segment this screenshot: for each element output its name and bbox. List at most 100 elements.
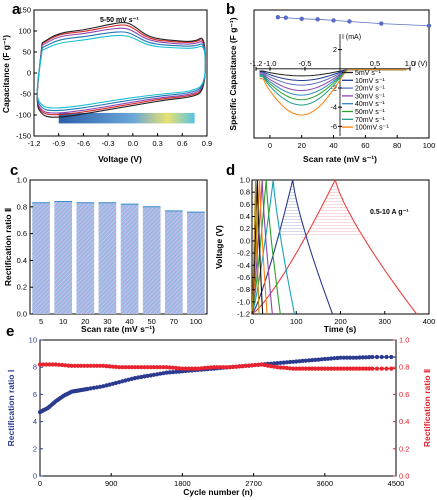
panel-e-data-point xyxy=(278,365,283,370)
panel-c-y-ticks: 0.0 0.2 0.4 0.6 0.8 1.0 xyxy=(17,176,33,319)
panel-e-data-point xyxy=(136,365,141,370)
panel-c-bar xyxy=(164,210,183,314)
panel-c-y-tick-label: 0.2 xyxy=(17,283,27,292)
panel-b-legend-label: 40mV s⁻¹ xyxy=(355,101,385,108)
panel-b-inset-x-tick-label: -1.0 xyxy=(264,59,277,68)
panel-d-gcd-curve xyxy=(251,179,273,315)
panel-e-right-y-tick-label: 0.8 xyxy=(399,363,409,372)
panel-e-data-point xyxy=(341,366,346,371)
panel-c-x-tick-label: 10 xyxy=(59,317,67,326)
panel-d-x-tick-label: 0 xyxy=(250,317,254,326)
panel-e-data-point xyxy=(211,365,217,370)
panel-a-x-tick-label: 0.0 xyxy=(128,139,138,148)
panel-e-x-tick-label: 2700 xyxy=(245,479,262,488)
panel-e-data-point xyxy=(297,359,302,364)
panel-e-data-point xyxy=(98,363,103,368)
panel-e-data-point xyxy=(37,362,43,367)
panel-e-data-point xyxy=(319,366,324,371)
panel-e-data-point xyxy=(363,355,368,360)
panel-a-x-tick-label: -0.3 xyxy=(102,139,115,148)
panel-e-data-point xyxy=(322,366,327,371)
panel-e-data-point xyxy=(158,365,163,370)
panel-b-legend-label: 20mV s⁻¹ xyxy=(355,86,385,93)
panel-e-data-point xyxy=(177,366,182,371)
panel-e-data-point xyxy=(338,355,343,360)
panel-e-data-point xyxy=(325,366,331,371)
panel-e-data-point xyxy=(329,366,334,371)
panel-e-right-y-tick-label: 0.2 xyxy=(399,444,409,453)
panel-e-data-point xyxy=(354,355,359,360)
panel-e-left-y-tick-label: 8 xyxy=(33,363,37,372)
panel-e-data-point xyxy=(123,378,128,383)
panel-e-data-point xyxy=(69,363,74,368)
panel-b-legend-label: 10mV s⁻¹ xyxy=(355,78,385,85)
panel-c-y-tick-label: 1.0 xyxy=(17,176,27,185)
panel-e-left-y-tick-label: 6 xyxy=(33,390,37,399)
panel-e-data-point xyxy=(167,370,172,375)
panel-e-data-point xyxy=(287,366,293,371)
panel-a-x-tick-label: 0.3 xyxy=(152,139,162,148)
panel-c-frame xyxy=(29,179,208,315)
panel-e-data-point xyxy=(287,359,293,365)
panel-label-d: d xyxy=(226,162,235,179)
panel-e-data-point xyxy=(158,371,163,376)
panel-d-y-tick-label: 0.4 xyxy=(240,212,250,221)
panel-d-y-tick-label: 1.0 xyxy=(240,176,250,185)
panel-e-data-point xyxy=(363,366,368,371)
panel-d-y-tick-label: -1.0 xyxy=(237,297,250,306)
panel-c-bar xyxy=(120,204,139,314)
panel-e-data-point xyxy=(379,366,384,371)
panel-d-y-tick-label: -0.4 xyxy=(237,261,250,270)
panel-e-data-point xyxy=(370,366,375,371)
panel-d-y-ticks: -1.2 -1.0 -0.8 -0.6 -0.4 -0.2 0.0 0.2 0.4 0.6 0.8 1… xyxy=(237,176,255,319)
panel-e-data-point xyxy=(344,355,350,360)
panel-e-data-point xyxy=(208,365,213,370)
panel-e-data-point xyxy=(268,364,274,369)
panel-e-data-point xyxy=(117,365,122,370)
panel-e-data-point xyxy=(306,366,312,371)
panel-c-y-tick-label: 0.6 xyxy=(17,229,27,238)
panel-a: -1.2 -0.9 -0.6 -0.3 0.0 0.3 0.6 0.9 -150 -100 -50… xyxy=(1,6,212,165)
panel-b-inset-x-tick-label: -1.2 xyxy=(250,59,263,68)
panel-d-y-tick-label: 0.0 xyxy=(240,236,250,245)
panel-b-data-point xyxy=(379,21,384,26)
panel-a-colorbar xyxy=(58,112,195,124)
panel-e-x-tick-label: 900 xyxy=(105,479,118,488)
panel-e-data-point xyxy=(227,365,232,370)
panel-c-y-tick-label: 0.0 xyxy=(17,310,27,319)
panel-b-inset-y-tick-label: -4 xyxy=(330,103,337,112)
panel-b-data-point xyxy=(315,17,320,22)
panel-e-data-point xyxy=(316,357,321,362)
panel-e-data-point xyxy=(183,366,188,371)
panel-e-data-point xyxy=(63,363,68,368)
panel-d-gcd-curve xyxy=(251,179,334,315)
panel-a-x-tick-label: -0.6 xyxy=(77,139,90,148)
panel-e-data-point xyxy=(281,365,286,370)
panel-e-data-point xyxy=(117,380,122,385)
panel-d-x-tick-label: 100 xyxy=(290,317,303,326)
panel-e-data-point xyxy=(170,365,175,370)
panel-e-data-point xyxy=(300,358,305,363)
panel-e-data-point xyxy=(205,365,210,370)
panel-b-x-ticks: 0 20 40 60 80 100 xyxy=(268,135,435,150)
panel-e-data-point xyxy=(344,366,350,371)
panel-b-data-point xyxy=(283,15,289,20)
panel-e-data-point xyxy=(167,365,172,370)
panel-d-gcd-curve xyxy=(251,179,260,315)
panel-e-data-point xyxy=(354,366,359,371)
panel-e-data-point xyxy=(177,369,182,374)
panel-e-data-point xyxy=(164,370,169,375)
panel-d-y-tick-label: 0.2 xyxy=(240,224,250,233)
panel-label-b: b xyxy=(226,1,235,18)
panel-e-data-point xyxy=(218,365,223,370)
panel-e-data-point xyxy=(360,366,365,371)
panel-e-data-point xyxy=(79,363,84,368)
panel-a-scanrate-annotation: 5-50 mV s⁻¹ xyxy=(100,17,139,24)
panel-c-x-tick-label: 70 xyxy=(170,317,178,326)
panel-b: -1.2 -1.0 -0.5 0.5 1.0 2 -2 -4 -6 U (V) I (mA) 5mV … xyxy=(228,9,435,164)
panel-e-data-point xyxy=(47,362,52,367)
panel-b-x-axis-label: Scan rate (mV s⁻¹) xyxy=(303,154,377,164)
panel-b-legend-label: 50mV s⁻¹ xyxy=(355,109,385,116)
panel-e-right-y-tick-label: 0.6 xyxy=(399,390,409,399)
